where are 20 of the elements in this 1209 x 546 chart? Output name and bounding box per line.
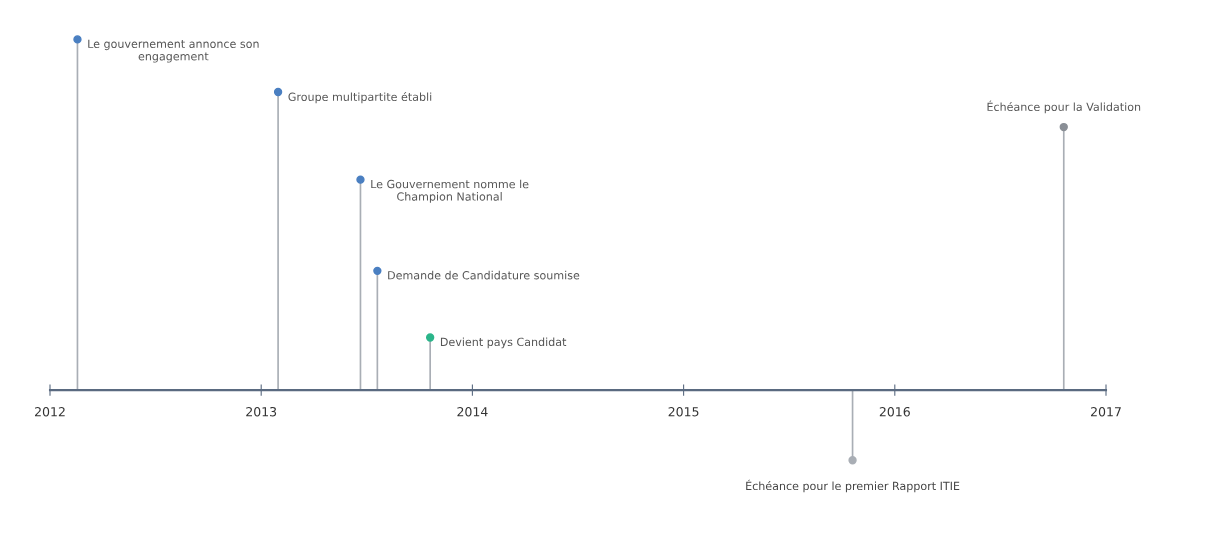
annotation: Le Gouvernement nomme le Champion National [371,179,529,203]
point [373,266,382,276]
annotation: Le gouvernement annonce son engagement [88,39,259,63]
point [1059,122,1068,132]
annotation: Échéance pour le premier Rapport ITIE [746,479,960,493]
annotation: Devient pays Candidat [440,337,567,349]
point [356,175,365,184]
point [848,456,857,465]
x-tick-label: 2015 [668,406,699,417]
x-tick-label: 2014 [457,406,488,417]
x-tick-label: 2012 [35,406,65,417]
point [425,333,435,342]
annotation: Groupe multipartite établi [288,91,432,104]
point [73,35,82,44]
x-tick-label: 2017 [1091,406,1121,417]
annotation: Demande de Candidature soumise [388,270,580,280]
point [273,87,283,97]
annotation: Échéance pour la Validation [987,100,1141,114]
x-tick-label: 2013 [246,406,277,417]
x-tick-label: 2016 [879,406,910,417]
